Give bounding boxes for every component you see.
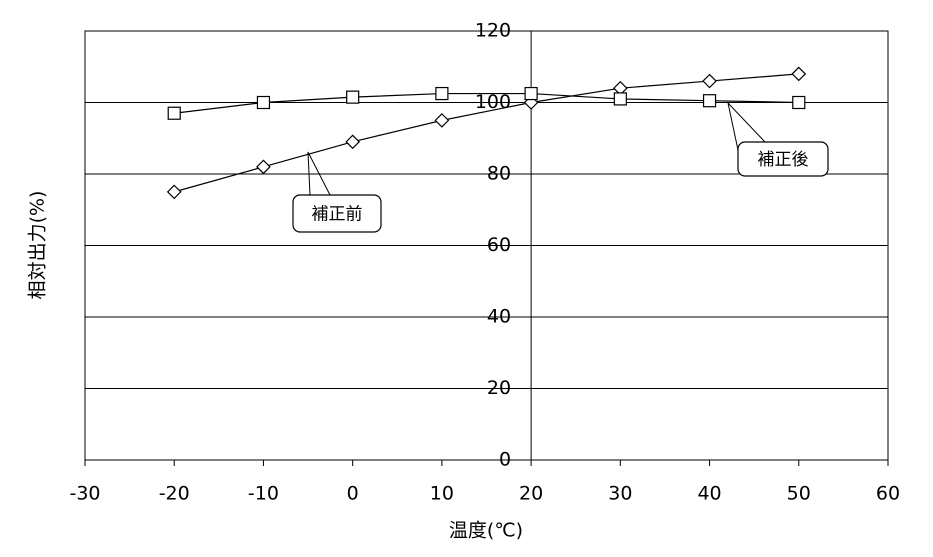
square-marker bbox=[167, 106, 181, 120]
square-marker bbox=[256, 95, 271, 110]
square-marker bbox=[435, 86, 449, 101]
x-tick-label: 0 bbox=[347, 483, 359, 505]
x-tick-label: 60 bbox=[876, 483, 900, 505]
x-tick-label: -10 bbox=[248, 483, 279, 505]
y-tick-label: 60 bbox=[487, 234, 511, 256]
diamond-marker bbox=[345, 134, 361, 150]
y-tick-label: 0 bbox=[499, 449, 511, 471]
callout-box bbox=[292, 194, 382, 233]
callout-label: 補正後 bbox=[758, 150, 809, 170]
callout-box bbox=[737, 141, 829, 177]
x-tick-label: 20 bbox=[519, 483, 543, 505]
diamond-marker bbox=[256, 159, 271, 175]
square-marker bbox=[792, 95, 806, 110]
y-tick-label: 120 bbox=[475, 20, 511, 42]
series-line bbox=[174, 73, 799, 193]
diamond-marker bbox=[702, 73, 717, 89]
y-tick-label: 40 bbox=[487, 306, 511, 328]
square-marker bbox=[524, 86, 538, 101]
diamond-marker bbox=[791, 66, 807, 82]
diamond-marker bbox=[166, 184, 182, 200]
y-tick-label: 20 bbox=[487, 377, 511, 399]
series-line bbox=[174, 92, 799, 114]
square-marker bbox=[346, 90, 360, 104]
x-tick-label: 50 bbox=[787, 483, 811, 505]
y-axis-label: 相対出力(%) bbox=[27, 191, 49, 300]
callout-label: 補正前 bbox=[312, 205, 363, 225]
diamond-marker bbox=[434, 113, 450, 128]
x-tick-label: 30 bbox=[608, 483, 632, 505]
callout-pointer bbox=[727, 101, 766, 151]
x-axis-label: 温度(℃) bbox=[449, 520, 523, 542]
y-tick-label: 100 bbox=[475, 91, 511, 113]
callout-pointer bbox=[307, 151, 331, 196]
square-marker bbox=[613, 92, 627, 106]
x-tick-label: -20 bbox=[159, 483, 190, 505]
x-tick-label: 10 bbox=[430, 483, 454, 505]
x-tick-label: -30 bbox=[69, 483, 100, 505]
y-tick-label: 80 bbox=[487, 163, 511, 185]
square-marker bbox=[702, 94, 717, 108]
x-tick-label: 40 bbox=[697, 483, 721, 505]
